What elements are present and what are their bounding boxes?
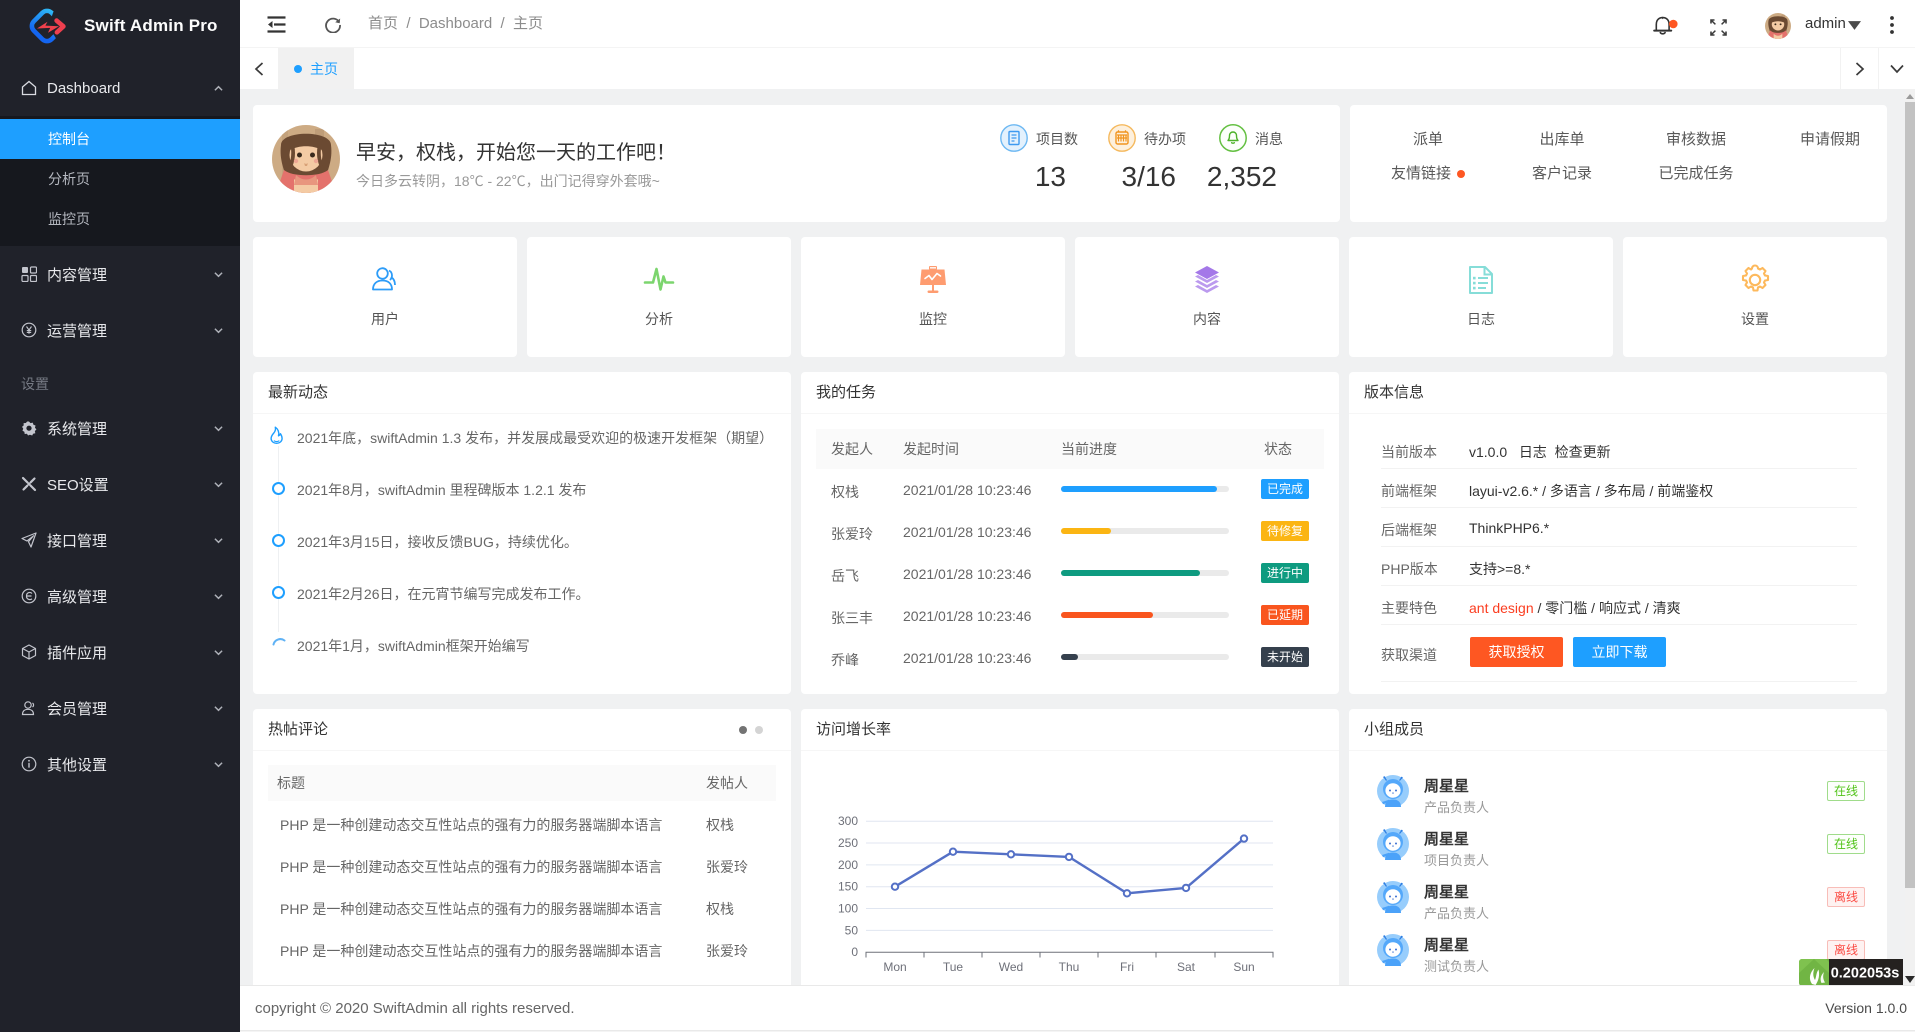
svg-text:Thu: Thu	[1059, 960, 1080, 974]
svg-text:Tue: Tue	[943, 960, 964, 974]
svg-text:300: 300	[838, 814, 858, 828]
svg-text:100: 100	[838, 902, 858, 916]
svg-text:Fri: Fri	[1120, 960, 1134, 974]
svg-text:0: 0	[851, 945, 858, 959]
svg-text:200: 200	[838, 858, 858, 872]
svg-text:250: 250	[838, 836, 858, 850]
svg-text:0.202053s: 0.202053s	[1831, 966, 1900, 982]
svg-text:Sat: Sat	[1177, 960, 1196, 974]
svg-text:Mon: Mon	[883, 960, 906, 974]
svg-text:Sun: Sun	[1233, 960, 1254, 974]
svg-text:150: 150	[838, 880, 858, 894]
svg-text:50: 50	[845, 923, 859, 937]
svg-text:Wed: Wed	[999, 960, 1023, 974]
